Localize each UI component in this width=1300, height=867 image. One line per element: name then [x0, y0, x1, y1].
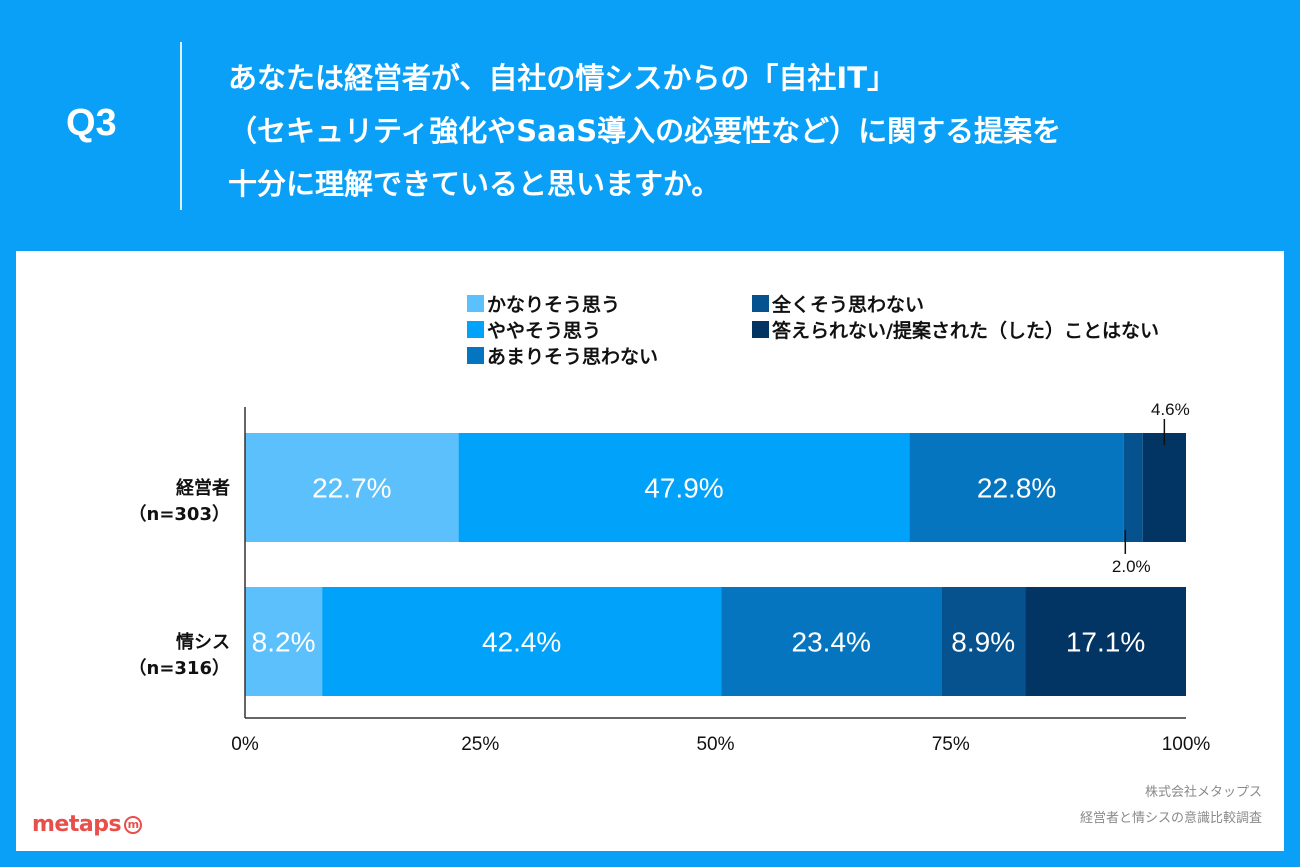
category-name: 経営者 [176, 478, 230, 499]
data-label-callout: 4.6% [1151, 400, 1190, 419]
data-label: 22.8% [977, 473, 1056, 504]
legend-label: かなりそう思う [487, 294, 621, 316]
data-label: 23.4% [792, 627, 871, 658]
bar-segment-0-0 [245, 433, 459, 542]
bar-segment-1-1 [322, 587, 722, 696]
header-divider [180, 42, 182, 210]
question-line-3: 十分に理解できていると思いますか。 [228, 167, 721, 201]
metaps-m-icon: m [124, 815, 143, 834]
metaps-logo: metaps m [32, 812, 143, 837]
logo-text: metaps [32, 812, 122, 837]
legend-swatch [752, 295, 769, 312]
x-tick-label: 0% [231, 734, 259, 755]
bar-segment-1-0 [245, 587, 323, 696]
data-label: 22.7% [312, 473, 391, 504]
axis-group: 0% 25% 50% 75% 100% [231, 407, 1210, 755]
x-tick-label: 50% [696, 734, 734, 755]
question-header: Q3 あなたは経営者が、自社の情シスからの「自社IT」 （セキュリティ強化やSa… [0, 0, 1300, 251]
category-label-keieisha: 経営者 （n=303） [129, 476, 230, 528]
x-tick-label: 25% [461, 734, 499, 755]
question-number: Q3 [66, 102, 117, 144]
data-label: 8.2% [252, 627, 316, 658]
x-tick-label: 75% [932, 734, 970, 755]
chart-panel [16, 251, 1284, 851]
legend-swatch [467, 295, 484, 312]
bar-segment-1-4 [1025, 587, 1186, 696]
category-name: 情シス [176, 632, 230, 653]
bar-segment-1-3 [941, 587, 1026, 696]
data-label: 47.9% [644, 473, 723, 504]
bar-segment-0-3 [1123, 433, 1143, 542]
category-sample-size: （n=316） [128, 658, 230, 679]
category-sample-size: （n=303） [128, 504, 230, 525]
footer-company: 株式会社メタップス [1144, 785, 1262, 800]
legend-item-yaya: ややそう思う [467, 316, 601, 343]
question-line-2: （セキュリティ強化やSaaS導入の必要性など）に関する提案を [228, 114, 1062, 148]
legend-swatch [752, 321, 769, 338]
footer-survey: 経営者と情シスの意識比較調査 [1079, 811, 1262, 826]
bar-segment-0-1 [458, 433, 910, 542]
footer-source: 株式会社メタップス 経営者と情シスの意識比較調査 [1080, 780, 1262, 832]
legend-label: あまりそう思わない [487, 346, 659, 368]
legend-item-kanari: かなりそう思う [467, 290, 620, 317]
x-tick-label: 100% [1162, 734, 1211, 755]
legend-label: 全くそう思わない [772, 294, 925, 316]
bar-segment-1-2 [721, 587, 942, 696]
data-label: 8.9% [951, 627, 1015, 658]
bar-segment-0-2 [909, 433, 1124, 542]
legend-label: ややそう思う [487, 320, 602, 342]
data-label: 42.4% [482, 627, 561, 658]
category-label-joushisu: 情シス （n=316） [129, 630, 230, 682]
data-label-callout: 2.0% [1112, 557, 1151, 576]
question-line-1: あなたは経営者が、自社の情シスからの「自社IT」 [228, 61, 896, 95]
question-text: あなたは経営者が、自社の情シスからの「自社IT」 （セキュリティ強化やSaaS導… [228, 52, 1268, 211]
bars-group: 22.7% 47.9% 22.8% 2.0% 4.6% 8.2% 42.4% 23.4% 8.9… [245, 400, 1190, 696]
legend-label: 答えられない/提案された（した）ことはない [772, 320, 1159, 342]
data-label: 17.1% [1066, 627, 1145, 658]
bar-segment-0-4 [1142, 433, 1186, 542]
legend-item-amari: あまりそう思わない [467, 342, 658, 369]
legend-swatch [467, 321, 484, 338]
legend-item-mattaku: 全くそう思わない [752, 290, 924, 317]
legend-item-kotaerarenai: 答えられない/提案された（した）ことはない [752, 316, 1159, 343]
legend-swatch [467, 347, 484, 364]
